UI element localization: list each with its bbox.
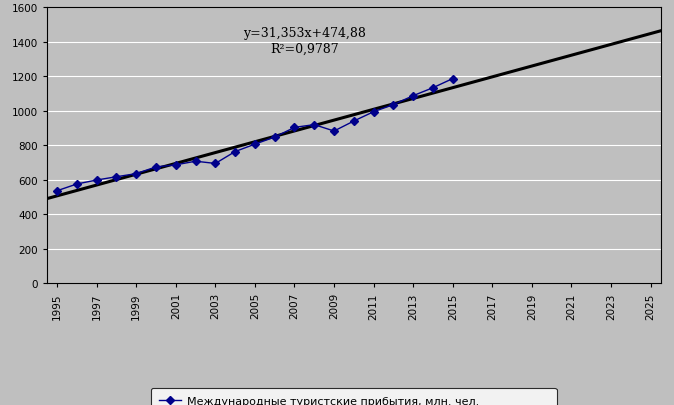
Международные туристские прибытия, млн. чел.: [449, 77, 457, 82]
Международные туристские прибытия, млн. чел.: [73, 182, 81, 187]
Международные туристские прибытия, млн. чел.: [409, 94, 417, 99]
Линейная (Международные туристские прибытия, млн. чел.): [43, 197, 51, 202]
Международные туристские прибытия, млн. чел.: [271, 135, 279, 140]
Legend: Международные туристские прибытия, млн. чел., Линейная (Международные туристские: Международные туристские прибытия, млн. …: [151, 388, 557, 405]
Международные туристские прибытия, млн. чел.: [53, 189, 61, 194]
Text: y=31,353x+474,88
R²=0,9787: y=31,353x+474,88 R²=0,9787: [243, 28, 366, 55]
Международные туристские прибытия, млн. чел.: [212, 162, 220, 166]
Международные туристские прибытия, млн. чел.: [132, 172, 140, 177]
Международные туристские прибытия, млн. чел.: [429, 86, 437, 91]
Международные туристские прибытия, млн. чел.: [113, 175, 121, 180]
Международные туристские прибытия, млн. чел.: [350, 119, 358, 124]
Международные туристские прибытия, млн. чел.: [251, 142, 259, 147]
Line: Международные туристские прибытия, млн. чел.: Международные туристские прибытия, млн. …: [55, 77, 456, 194]
Международные туристские прибытия, млн. чел.: [172, 163, 180, 168]
Линейная (Международные туристские прибытия, млн. чел.): [375, 106, 383, 111]
Международные туристские прибытия, млн. чел.: [330, 129, 338, 134]
Международные туристские прибытия, млн. чел.: [369, 110, 377, 115]
Международные туристские прибытия, млн. чел.: [92, 178, 100, 183]
Международные туристские прибытия, млн. чел.: [231, 150, 239, 155]
Линейная (Международные туристские прибытия, млн. чел.): [334, 117, 342, 122]
Международные туристские прибытия, млн. чел.: [290, 126, 299, 130]
Линейная (Международные туристские прибытия, млн. чел.): [546, 60, 554, 64]
Международные туристские прибытия, млн. чел.: [390, 103, 398, 108]
Line: Линейная (Международные туристские прибытия, млн. чел.): Линейная (Международные туристские прибы…: [47, 32, 661, 199]
Линейная (Международные туристские прибытия, млн. чел.): [408, 97, 417, 102]
Международные туристские прибытия, млн. чел.: [191, 160, 200, 164]
Международные туристские прибытия, млн. чел.: [310, 123, 318, 128]
Линейная (Международные туристские прибытия, млн. чел.): [656, 29, 665, 34]
Линейная (Международные туристские прибытия, млн. чел.): [338, 116, 346, 121]
Линейная (Международные туристские прибытия, млн. чел.): [642, 33, 650, 38]
Международные туристские прибытия, млн. чел.: [152, 165, 160, 170]
